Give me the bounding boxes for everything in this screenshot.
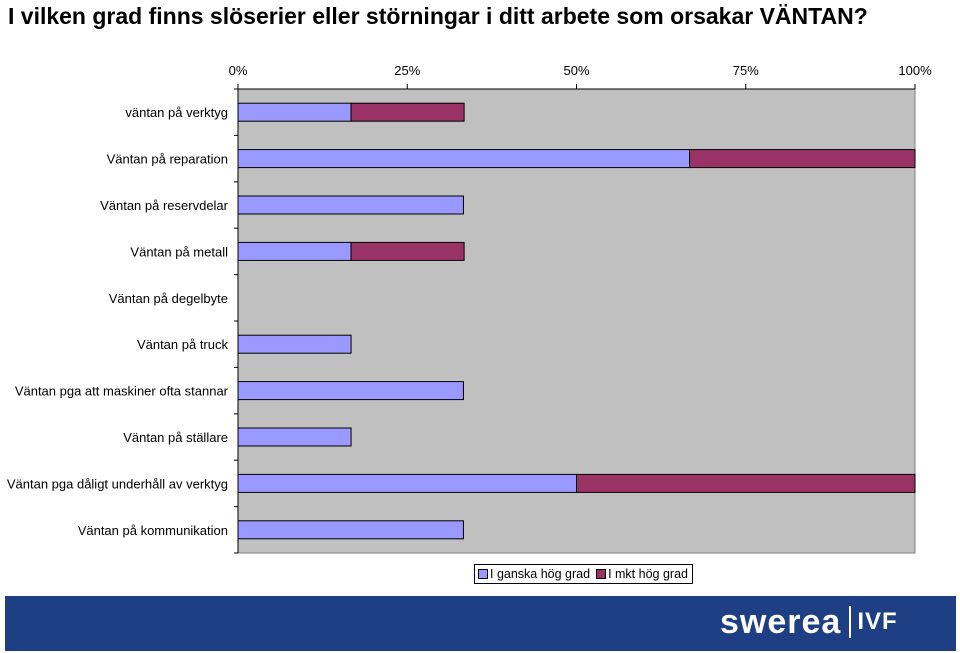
x-tick-label: 100% bbox=[898, 63, 932, 78]
category-label: Väntan på reservdelar bbox=[100, 198, 229, 213]
logo-main-text: swerea bbox=[720, 602, 842, 641]
bar-series-1 bbox=[237, 195, 464, 215]
bar-series-1 bbox=[237, 149, 691, 169]
logo-sub-text: IVF bbox=[857, 608, 898, 635]
category-label: Väntan på kommunikation bbox=[78, 523, 228, 538]
bar-series-1 bbox=[237, 427, 352, 447]
x-tick-label: 0% bbox=[229, 63, 248, 78]
category-label: Väntan pga att maskiner ofta stannar bbox=[15, 384, 229, 399]
bar-series-1 bbox=[237, 334, 352, 354]
x-tick-label: 75% bbox=[733, 63, 759, 78]
x-tick-label: 50% bbox=[563, 63, 589, 78]
bar-series-1 bbox=[237, 381, 464, 401]
legend-item-series-2: I mkt hög grad bbox=[596, 567, 688, 581]
bar-series-2 bbox=[689, 149, 916, 169]
category-label: väntan på verktyg bbox=[125, 105, 228, 120]
category-label: Väntan på reparation bbox=[107, 152, 228, 167]
swerea-ivf-logo: swerea IVF bbox=[720, 600, 898, 644]
x-tick-label: 25% bbox=[394, 63, 420, 78]
legend-swatch-series-1 bbox=[478, 569, 488, 579]
category-label: Väntan på metall bbox=[130, 244, 228, 259]
legend: I ganska hög grad I mkt hög grad bbox=[474, 564, 693, 584]
category-label: Väntan på degelbyte bbox=[109, 291, 228, 306]
chart: 0% 25% 50% 75% 100% väntan på verktyg Väntan … bbox=[7, 63, 932, 554]
bar-series-1 bbox=[237, 520, 464, 540]
legend-label-series-2: I mkt hög grad bbox=[608, 567, 688, 581]
bar-series-2 bbox=[350, 102, 465, 122]
footer-banner: swerea IVF bbox=[5, 596, 956, 651]
chart-title: I vilken grad finns slöserier eller stör… bbox=[8, 3, 868, 29]
logo-divider bbox=[849, 606, 852, 638]
category-label: Väntan på truck bbox=[137, 337, 229, 352]
category-label: Väntan på ställare bbox=[123, 430, 228, 445]
category-label: Väntan pga dåligt underhåll av verktyg bbox=[7, 476, 228, 491]
legend-label-series-1: I ganska hög grad bbox=[490, 567, 591, 581]
bar-series-1 bbox=[237, 102, 352, 122]
legend-swatch-series-2 bbox=[596, 569, 607, 579]
legend-item-series-1: I ganska hög grad bbox=[478, 567, 590, 581]
bar-series-1 bbox=[237, 241, 352, 261]
bar-series-2 bbox=[350, 241, 465, 261]
bar-series-2 bbox=[576, 473, 916, 493]
bar-series-1 bbox=[237, 473, 577, 493]
